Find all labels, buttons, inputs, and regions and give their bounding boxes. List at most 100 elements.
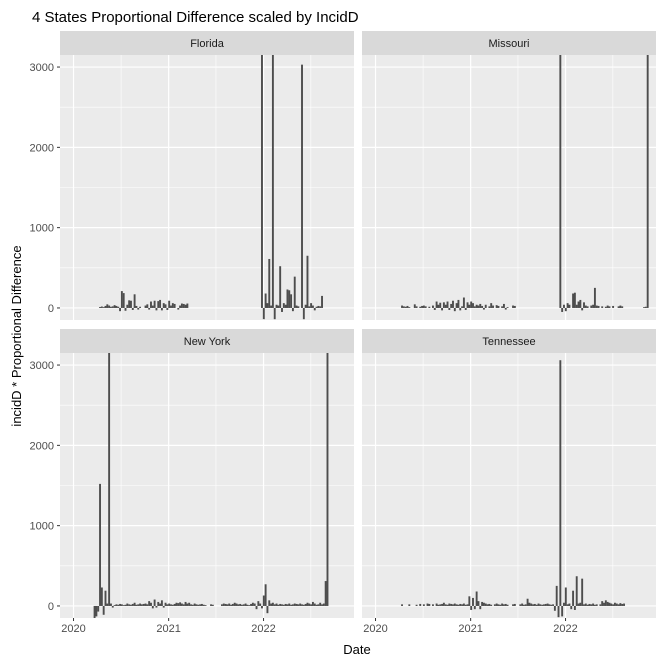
bar bbox=[168, 603, 171, 606]
bar bbox=[170, 305, 172, 308]
bar bbox=[273, 307, 276, 320]
bar bbox=[432, 604, 434, 606]
bar bbox=[621, 306, 624, 308]
bar bbox=[297, 604, 300, 606]
bar bbox=[535, 604, 538, 606]
bar bbox=[553, 605, 556, 611]
bar bbox=[539, 604, 542, 606]
bar bbox=[439, 604, 442, 606]
bar bbox=[237, 604, 240, 606]
bar bbox=[317, 305, 320, 308]
bar bbox=[432, 305, 434, 308]
bar bbox=[568, 603, 571, 606]
bar bbox=[146, 604, 149, 606]
bar bbox=[135, 604, 138, 606]
bar bbox=[211, 604, 214, 606]
bar bbox=[441, 307, 444, 311]
bar bbox=[117, 604, 120, 606]
bar bbox=[584, 305, 587, 308]
bar bbox=[490, 303, 493, 308]
bar bbox=[182, 303, 185, 308]
bars bbox=[93, 353, 329, 618]
bar bbox=[490, 604, 493, 606]
bar bbox=[610, 603, 613, 606]
strip-label: Florida bbox=[190, 38, 225, 50]
bar bbox=[137, 604, 140, 606]
bar bbox=[291, 604, 294, 606]
bar bbox=[293, 603, 296, 606]
bar bbox=[322, 603, 325, 606]
strip-background bbox=[362, 329, 656, 353]
bar bbox=[481, 305, 484, 308]
bar bbox=[428, 603, 431, 606]
bar bbox=[140, 604, 143, 606]
bar bbox=[126, 603, 129, 606]
strip-label: New York bbox=[184, 336, 231, 348]
bar bbox=[406, 305, 409, 308]
bar bbox=[111, 306, 114, 308]
bar bbox=[575, 304, 578, 308]
bar bbox=[266, 303, 269, 308]
bar bbox=[592, 304, 595, 308]
bar bbox=[426, 603, 429, 606]
bar bbox=[408, 307, 411, 308]
bar bbox=[130, 300, 132, 308]
bar bbox=[99, 306, 101, 308]
bar bbox=[448, 603, 451, 606]
bar bbox=[450, 303, 453, 308]
bar bbox=[577, 301, 580, 308]
bar bbox=[472, 597, 474, 606]
x-tick-label: 2020 bbox=[61, 623, 85, 635]
bar bbox=[592, 603, 595, 606]
bar bbox=[593, 604, 596, 606]
bar bbox=[543, 604, 545, 606]
x-tick-label: 2021 bbox=[156, 623, 180, 635]
bar bbox=[109, 603, 112, 606]
bar bbox=[583, 604, 585, 606]
bar bbox=[202, 604, 205, 606]
bar bbox=[601, 306, 604, 308]
bar bbox=[315, 306, 318, 308]
bar bbox=[117, 306, 120, 308]
bar bbox=[106, 603, 109, 606]
strip-background bbox=[362, 31, 656, 55]
bar bbox=[142, 603, 145, 606]
bar bbox=[446, 604, 449, 606]
bar bbox=[617, 306, 620, 308]
bar bbox=[100, 587, 103, 606]
bar bbox=[481, 601, 484, 606]
y-tick-label: 1000 bbox=[30, 521, 54, 533]
bar bbox=[404, 306, 407, 308]
bar bbox=[190, 604, 192, 606]
bar bbox=[646, 55, 649, 308]
bar bbox=[313, 307, 316, 311]
bar bbox=[299, 603, 302, 606]
bar bbox=[575, 576, 578, 606]
bar bbox=[413, 304, 416, 308]
bar bbox=[402, 306, 405, 308]
bar bbox=[581, 578, 584, 606]
bar bbox=[226, 604, 229, 606]
bar bbox=[473, 306, 476, 308]
bar bbox=[106, 304, 109, 308]
bar bbox=[268, 258, 271, 308]
bar bbox=[317, 604, 320, 606]
bar bbox=[488, 603, 491, 606]
bar bbox=[579, 299, 582, 308]
bar bbox=[552, 604, 555, 606]
bar bbox=[144, 305, 147, 308]
bar bbox=[133, 602, 136, 606]
bar bbox=[522, 604, 525, 606]
bar bbox=[306, 602, 309, 606]
bar bbox=[495, 305, 498, 308]
bar bbox=[550, 604, 553, 606]
bar bbox=[153, 599, 156, 606]
bar bbox=[408, 604, 411, 606]
bar bbox=[561, 605, 564, 617]
bar bbox=[612, 305, 615, 308]
bar bbox=[271, 55, 274, 308]
bar bbox=[115, 604, 118, 606]
bar bbox=[242, 604, 245, 606]
bar bbox=[461, 604, 464, 606]
bar bbox=[501, 603, 504, 606]
